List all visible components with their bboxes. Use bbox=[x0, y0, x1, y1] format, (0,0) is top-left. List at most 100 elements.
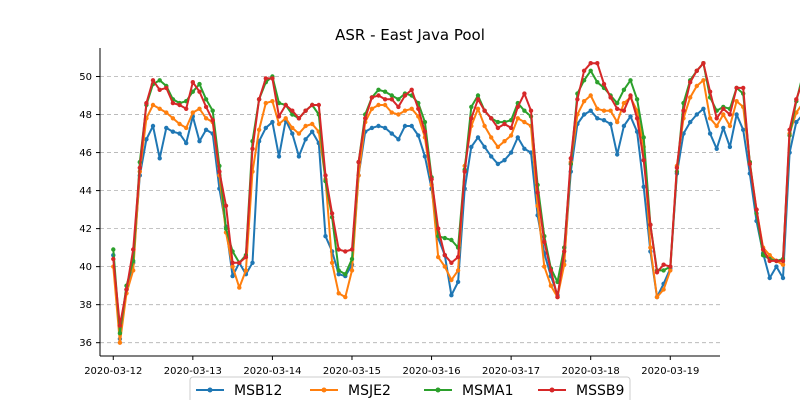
data-point bbox=[369, 106, 375, 112]
legend-swatch-marker bbox=[207, 387, 213, 393]
data-point bbox=[621, 108, 627, 113]
data-point bbox=[634, 116, 640, 121]
data-point bbox=[522, 108, 527, 113]
y-tick-label: 46 bbox=[79, 148, 92, 159]
data-point bbox=[190, 110, 195, 115]
data-point bbox=[747, 161, 752, 167]
data-point bbox=[774, 258, 779, 264]
data-point bbox=[528, 150, 534, 155]
data-point bbox=[329, 211, 335, 216]
data-point bbox=[157, 78, 162, 83]
data-point bbox=[727, 144, 733, 150]
data-point bbox=[548, 268, 554, 273]
data-point bbox=[608, 95, 613, 100]
data-point bbox=[376, 102, 381, 108]
x-tick-label: 2020-03-14 bbox=[243, 366, 301, 377]
data-point bbox=[396, 112, 401, 117]
data-point bbox=[343, 294, 348, 300]
data-point bbox=[203, 97, 209, 102]
data-point bbox=[323, 234, 328, 239]
data-point bbox=[780, 262, 786, 267]
data-point bbox=[542, 264, 547, 269]
data-point bbox=[455, 254, 461, 260]
data-point bbox=[661, 262, 666, 267]
legend-item-msma1: MSMA1 bbox=[424, 383, 514, 399]
legend-swatch-marker bbox=[321, 387, 327, 393]
data-point bbox=[376, 123, 381, 129]
data-point bbox=[595, 80, 600, 85]
data-point bbox=[296, 154, 302, 159]
data-point bbox=[615, 152, 620, 157]
series-mssb9 bbox=[111, 61, 800, 328]
legend-item-mssb9: MSSB9 bbox=[538, 383, 624, 399]
data-point bbox=[489, 135, 494, 140]
data-point bbox=[780, 258, 786, 264]
y-tick-label: 44 bbox=[79, 186, 92, 197]
data-point bbox=[150, 123, 156, 129]
data-point bbox=[568, 156, 573, 161]
legend-label: MSSB9 bbox=[576, 383, 624, 399]
data-point bbox=[203, 127, 209, 132]
data-point bbox=[508, 150, 514, 155]
data-point bbox=[382, 97, 388, 102]
data-point bbox=[170, 100, 176, 106]
data-point bbox=[223, 203, 229, 208]
data-point bbox=[615, 100, 620, 106]
data-point bbox=[714, 123, 719, 129]
data-point bbox=[230, 264, 235, 269]
data-point bbox=[416, 133, 421, 138]
data-point bbox=[402, 123, 408, 129]
data-point bbox=[263, 100, 268, 106]
data-point bbox=[270, 99, 275, 104]
data-point bbox=[190, 80, 195, 85]
data-point bbox=[270, 119, 275, 125]
data-point bbox=[615, 119, 620, 125]
y-tick-label: 50 bbox=[79, 72, 92, 83]
data-point bbox=[721, 106, 726, 112]
data-point bbox=[508, 133, 514, 138]
data-point bbox=[409, 87, 414, 93]
data-point bbox=[382, 125, 388, 131]
data-point bbox=[522, 146, 527, 151]
data-point bbox=[469, 144, 474, 150]
data-point bbox=[502, 139, 507, 144]
data-point bbox=[416, 106, 421, 112]
data-point bbox=[535, 190, 540, 195]
data-point bbox=[402, 108, 408, 113]
x-tick-label: 2020-03-18 bbox=[562, 366, 620, 377]
x-ticks: 2020-03-12 2020-03-13 2020-03-14 2020-03-15… bbox=[84, 356, 699, 377]
series-group bbox=[111, 61, 800, 345]
data-point bbox=[396, 104, 401, 110]
data-point bbox=[767, 258, 772, 264]
data-point bbox=[641, 135, 646, 140]
data-point bbox=[588, 108, 593, 113]
data-point bbox=[203, 104, 209, 110]
data-point bbox=[515, 104, 520, 110]
data-point bbox=[601, 118, 607, 123]
data-point bbox=[111, 247, 116, 252]
data-point bbox=[349, 268, 355, 273]
data-point bbox=[442, 253, 447, 258]
data-point bbox=[634, 97, 640, 102]
data-point bbox=[608, 108, 613, 113]
data-point bbox=[581, 68, 587, 74]
data-point bbox=[767, 253, 772, 258]
data-point bbox=[661, 287, 666, 292]
data-point bbox=[197, 89, 202, 94]
data-point bbox=[422, 129, 428, 134]
data-point bbox=[482, 108, 487, 113]
data-point bbox=[774, 264, 779, 269]
data-point bbox=[422, 119, 428, 125]
data-point bbox=[688, 95, 693, 100]
data-point bbox=[595, 116, 600, 121]
data-point bbox=[548, 283, 554, 288]
data-point bbox=[495, 119, 501, 125]
data-point bbox=[528, 108, 534, 113]
data-point bbox=[256, 127, 262, 132]
x-tick-label: 2020-03-15 bbox=[323, 366, 381, 377]
data-point bbox=[760, 253, 766, 258]
data-point bbox=[203, 116, 209, 121]
data-point bbox=[429, 177, 434, 182]
data-point bbox=[780, 275, 786, 281]
data-point bbox=[741, 127, 746, 132]
